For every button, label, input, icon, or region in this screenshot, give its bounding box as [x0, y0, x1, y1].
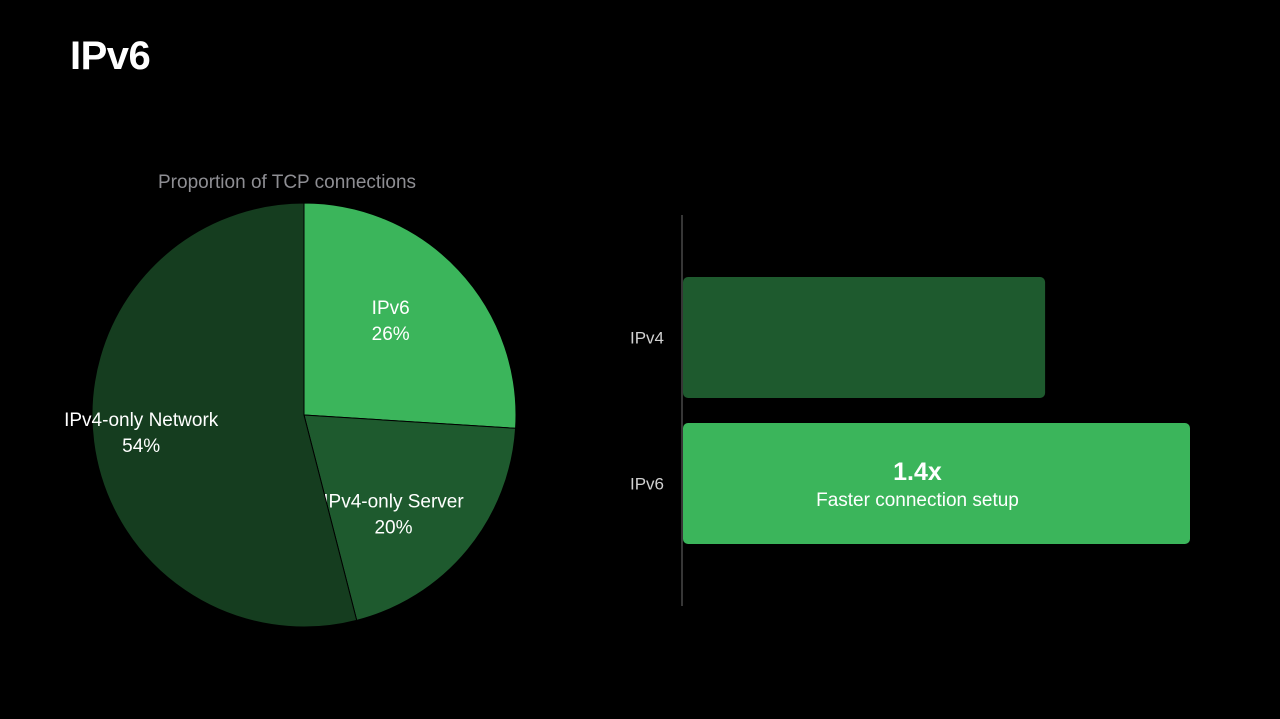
pie-slice-ipv6 — [303, 202, 517, 429]
page-title: IPv6 — [70, 34, 151, 78]
pie-chart-title: Proportion of TCP connections — [158, 172, 417, 193]
bar-ipv4 — [683, 277, 1046, 398]
bar-category-label-ipv6: IPv6 — [630, 475, 664, 494]
pie-slice-ipv4-only-network — [91, 202, 358, 628]
pie-slice-value-ipv4-only-network: 54% — [122, 436, 160, 457]
pie-slice-value-ipv6: 26% — [372, 324, 410, 345]
bar-annotation-headline: 1.4x — [893, 458, 942, 486]
bar-annotation-caption: Faster connection setup — [816, 490, 1019, 511]
bar-ipv6 — [683, 423, 1190, 544]
bar-category-label-ipv4: IPv4 — [630, 329, 664, 348]
pie-slice-label-ipv6: IPv6 — [372, 298, 410, 319]
pie-slice-value-ipv4-only-server: 20% — [374, 518, 412, 539]
pie-slice-label-ipv4-only-network: IPv4-only Network — [64, 410, 219, 431]
pie-slice-ipv4-only-server — [303, 414, 517, 621]
pie-slice-label-ipv4-only-server: IPv4-only Server — [323, 492, 464, 513]
